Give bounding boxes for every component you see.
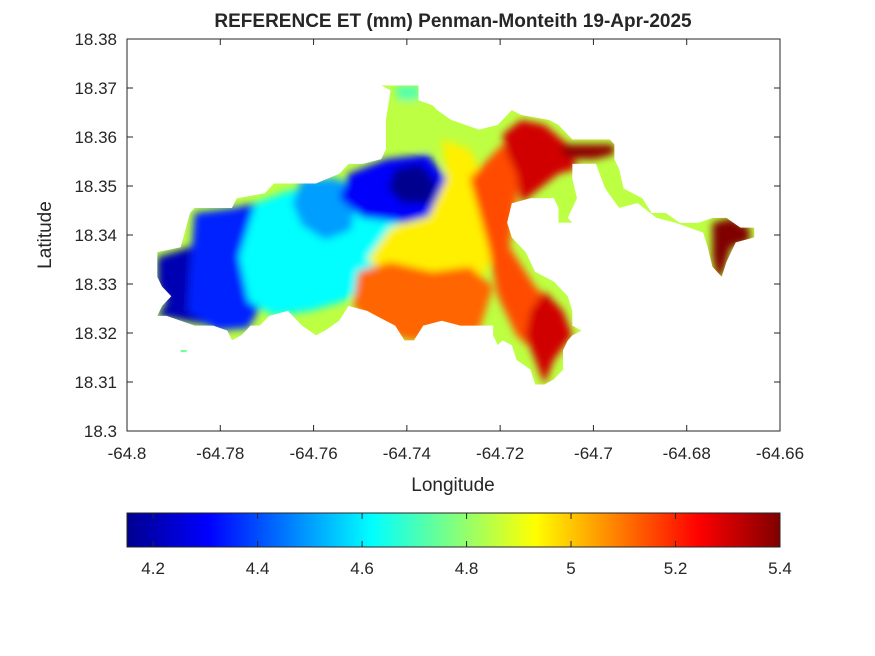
x-tick-label: -64.72 (476, 444, 524, 463)
y-tick-label: 18.34 (74, 226, 117, 245)
y-tick-label: 18.38 (74, 30, 117, 49)
y-tick-label: 18.37 (74, 79, 117, 98)
heatmap-layer (157, 85, 755, 385)
region-east-tail (560, 144, 615, 160)
colorbar-tick-label: 4.6 (350, 559, 374, 578)
region-tail-end (712, 217, 750, 282)
x-tick-label: -64.8 (108, 444, 147, 463)
region-south-orange (353, 262, 494, 341)
x-axis-label: Longitude (411, 475, 494, 496)
colorbar-tick-label: 5.2 (664, 559, 688, 578)
region-southeast-red (525, 291, 573, 385)
region-east-red (502, 119, 578, 204)
region-north-cyan-blob (292, 178, 356, 240)
colorbar (126, 512, 781, 548)
island-field (157, 85, 755, 385)
y-tick-label: 18.35 (74, 177, 117, 196)
region-peak-low-core (388, 163, 438, 204)
colorbar-ticks: 4.2 4.4 4.6 4.8 5 5.2 5.4 (141, 513, 792, 578)
y-tick-label: 18.36 (74, 128, 117, 147)
axis-ticks: -64.8 -64.78 -64.76 -64.74 -64.72 -64.7 -64.68… (74, 30, 804, 463)
region-group (157, 85, 750, 385)
x-tick-label: -64.7 (574, 444, 613, 463)
region-north-lobe-top (395, 85, 421, 101)
y-tick-label: 18.33 (74, 275, 117, 294)
colorbar-tick-label: 4.4 (246, 559, 270, 578)
colorbar-tick-label: 5.4 (768, 559, 792, 578)
region-north-lobe (395, 85, 442, 150)
y-tick-label: 18.31 (74, 373, 117, 392)
x-tick-label: -64.78 (196, 444, 244, 463)
colorbar-tick-label: 5 (566, 559, 575, 578)
chart-title: REFERENCE ET (mm) Penman-Monteith 19-Apr… (214, 11, 692, 32)
y-axis-label: Latitude (35, 201, 56, 269)
region-center-yellow (367, 139, 498, 292)
x-tick-label: -64.76 (289, 444, 337, 463)
y-tick-label: 18.32 (74, 324, 117, 343)
colorbar-tick-label: 4.2 (141, 559, 165, 578)
colorbar-tick-label: 4.8 (455, 559, 479, 578)
x-tick-label: -64.68 (663, 444, 711, 463)
x-tick-label: -64.66 (756, 444, 804, 463)
islet (180, 350, 187, 353)
x-tick-label: -64.74 (383, 444, 431, 463)
y-tick-label: 18.3 (84, 422, 117, 441)
